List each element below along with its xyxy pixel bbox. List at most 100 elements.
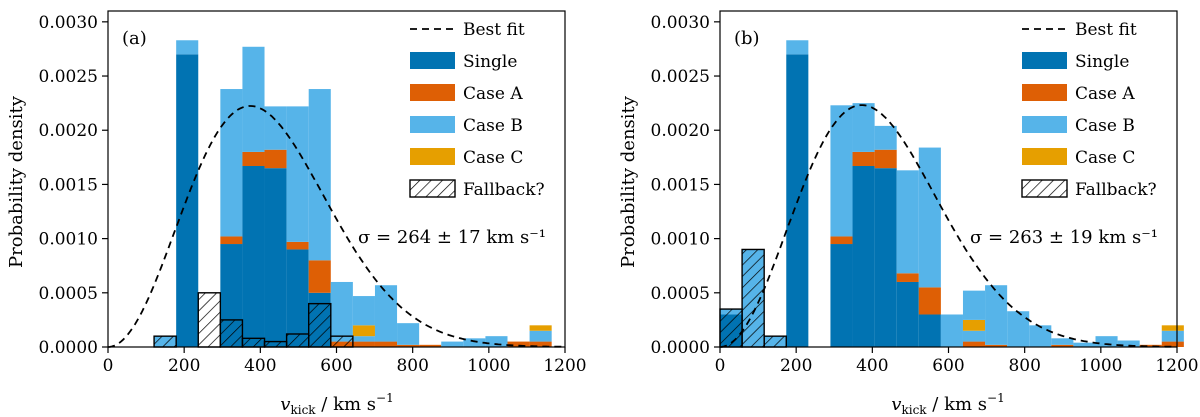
panel-a-bar-caseB-11-1	[397, 323, 420, 345]
panel-b-bar-caseA-5-1	[830, 236, 853, 245]
panel-b-bar-caseA-15-0	[1051, 344, 1074, 347]
panel-b-bar-caseB-6-2	[852, 103, 875, 152]
panel-b-bar-single-8-0	[896, 281, 919, 347]
panel-a-sigma-annotation: σ = 264 ± 17 km s⁻¹	[358, 227, 546, 248]
panel-a-y-tick-label-0: 0.0000	[39, 338, 98, 358]
panel-b-legend-label-5: Fallback?	[1075, 180, 1157, 200]
panel-b-bar-caseC-11-2	[962, 319, 986, 331]
panel-a-x-ticks: 0 200 400 600 800 1000 1200	[103, 347, 587, 376]
panel-a-bar-caseA-12-0	[419, 344, 442, 347]
panel-a-legend-swatch-single	[410, 52, 455, 69]
panel-a-bar-caseB-9-3	[352, 296, 375, 326]
panel-b-bar-single-7-0	[874, 168, 897, 347]
panel-a-bar-caseC-9-2	[352, 325, 375, 337]
panel-b-bar-caseB-17-0	[1095, 336, 1118, 347]
panel-a-bar-caseA-7-1	[308, 260, 331, 293]
panel-b-x-tick-label-4: 800	[1008, 356, 1040, 376]
panel-a-x-tick-label-5: 1000	[467, 356, 510, 376]
panel-b-x-ticks: 0 200 400 600 800 1000 1200	[715, 347, 1199, 376]
panel-a-bar-caseA-6-1	[286, 241, 309, 250]
panel-b-bar-caseA-20-0	[1161, 341, 1184, 347]
panel-b-bar-caseB-7-2	[874, 125, 897, 150]
panel-a-bar-caseB-6-2	[286, 106, 309, 242]
panel-b-y-tick-label-0: 0.0000	[651, 338, 710, 358]
panel-a-x-tick-label-2: 400	[244, 356, 276, 376]
panel-b-fallback-bars	[719, 248, 787, 348]
panel-a-y-tick-label-1: 0.0005	[39, 284, 98, 304]
panel-b-bar-caseB-8-2	[896, 170, 919, 274]
panel-b-y-tick-label-2: 0.0010	[651, 230, 710, 250]
panel-a-bar-caseB-13-0	[441, 341, 464, 347]
panel-a-legend-swatch-caseC	[410, 148, 455, 165]
panel-b-bar-caseA-19-0	[1139, 344, 1162, 347]
panel-a-chart: 0 200 400 600 800 1000 1200 0.0000 0.0005 0.0010…	[6, 10, 587, 417]
panel-a-legend-label-4: Case C	[463, 148, 523, 168]
panel-b-legend-swatch-fallback	[1021, 179, 1068, 198]
panel-b-bar-caseB-11-3	[962, 290, 986, 320]
panel-b-bar-caseA-8-1	[896, 273, 919, 282]
panel-a-bar-caseA-16-0	[507, 341, 530, 347]
panel-b-best-fit-curve	[719, 104, 1177, 348]
panel-b-fallback-bar-2	[763, 335, 787, 348]
panel-a-bar-caseB-1-1	[176, 40, 199, 55]
panel-b-bar-caseA-12-0	[985, 344, 1008, 347]
panel-b-bar-caseA-6-1	[852, 151, 875, 166]
panel-b-bar-caseB-20-1	[1161, 330, 1184, 342]
panel-a-bar-single-5-0	[264, 168, 287, 347]
panel-b-label: (b)	[734, 28, 760, 49]
panel-a-bar-caseB-8-1	[330, 281, 353, 342]
panel-b-legend-label-4: Case C	[1075, 148, 1135, 168]
panel-a-x-tick-label-3: 600	[320, 356, 352, 376]
panel-b-legend-swatch-caseA	[1022, 84, 1067, 101]
panel-b-sigma-annotation: σ = 263 ± 19 km s⁻¹	[970, 227, 1158, 248]
panel-a-bar-single-6-0	[286, 249, 309, 347]
panel-a-fallback-bar-0	[153, 335, 177, 348]
panel-a-y-axis-label: Probability density	[6, 95, 27, 268]
panel-a-bar-caseA-5-1	[264, 149, 287, 169]
panel-a-bar-caseB-7-2	[308, 89, 331, 261]
panel-a-fallback-bar-4	[241, 337, 266, 348]
panel-a-fallback-bar-6	[285, 333, 310, 348]
panel-a-x-tick-label-4: 800	[396, 356, 428, 376]
panel-b-bar-caseB-13-0	[1007, 311, 1030, 347]
panel-b-bar-caseB-18-0	[1117, 340, 1140, 347]
panel-b-bar-caseB-10-0	[940, 314, 963, 347]
panel-b-y-tick-label-1: 0.0005	[651, 284, 710, 304]
panel-a-y-tick-label-5: 0.0025	[39, 67, 98, 87]
panel-b-bar-caseB-11-1	[962, 330, 986, 342]
panel-a-legend-label-1: Single	[463, 52, 517, 72]
panel-a-bar-caseA-10-0	[374, 341, 398, 347]
panel-b-y-tick-label-3: 0.0015	[651, 175, 710, 195]
panel-b-bar-caseA-11-0	[962, 341, 986, 347]
panel-a-fallback-bar-5	[263, 340, 288, 348]
panel-b-bar-caseB-5-2	[830, 105, 853, 237]
panel-b-bar-single-6-0	[852, 165, 875, 347]
panel-b-y-tick-label-5: 0.0025	[651, 67, 710, 87]
panel-a-x-tick-label-0: 0	[103, 356, 114, 376]
panel-b-x-axis-label: vkick / km s−1	[891, 391, 1004, 417]
panel-a-fallback-bar-7	[307, 302, 332, 348]
panel-b-legend-swatch-caseB	[1022, 116, 1067, 133]
panel-a-y-tick-label-4: 0.0020	[39, 121, 98, 141]
panel-b-bar-single-9-0	[918, 314, 941, 347]
panel-a-bar-caseB-15-0	[485, 336, 508, 347]
panel-b-x-tick-label-2: 400	[856, 356, 888, 376]
panel-a-bar-caseA-17-0	[529, 341, 552, 347]
panel-a-x-tick-label-6: 1200	[543, 356, 586, 376]
panel-a-legend-swatch-fallback	[409, 179, 456, 198]
panel-a-bar-caseB-3-2	[220, 89, 243, 237]
panel-a-bar-caseB-5-2	[264, 106, 287, 150]
panel-b-x-tick-label-6: 1200	[1155, 356, 1198, 376]
panel-a-x-axis-label: vkick / km s−1	[280, 391, 393, 417]
panel-b-x-tick-label-0: 0	[715, 356, 726, 376]
panel-b-legend-swatch-single	[1022, 52, 1067, 69]
panel-a-x-tick-label-1: 200	[168, 356, 200, 376]
panel-a-bar-caseA-9-0	[352, 341, 375, 347]
panel-a-bar-caseB-4-2	[242, 46, 265, 152]
panel-b-y-ticks: 0.0000 0.0005 0.0010 0.0015 0.0020 0.0025 0.00…	[651, 13, 720, 358]
panel-b-bar-caseC-20-2	[1161, 325, 1184, 331]
panel-b-bar-caseB-12-1	[985, 285, 1008, 345]
panel-a-bar-caseB-14-0	[463, 338, 486, 347]
panel-b-bar-caseA-9-1	[918, 287, 941, 315]
